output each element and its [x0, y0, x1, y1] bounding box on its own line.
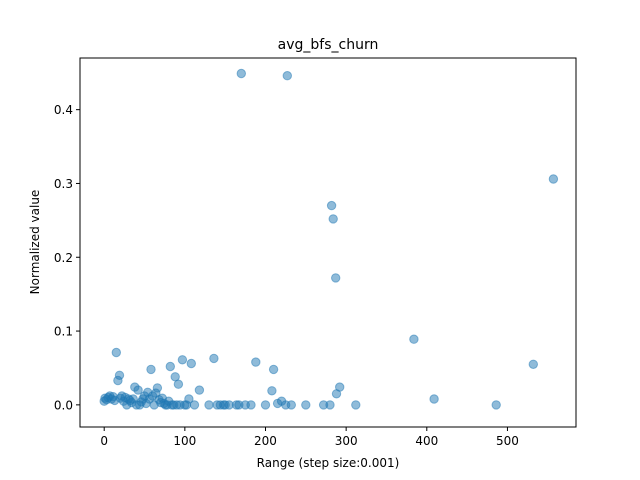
data-point: [236, 68, 247, 79]
plot-frame: [79, 57, 577, 428]
data-point: [114, 370, 125, 380]
data-point: [194, 385, 205, 395]
data-point: [528, 359, 538, 369]
x-tick-label: 200: [254, 434, 277, 448]
data-point: [152, 383, 163, 393]
y-axis-ticks: 0.0 0.1 0.2 0.3 0.4: [54, 103, 80, 412]
x-tick-label: 100: [173, 434, 196, 448]
data-point: [548, 174, 559, 184]
data-point: [186, 358, 197, 369]
data-point: [328, 214, 338, 224]
y-tick-label: 0.0: [54, 398, 73, 412]
data-point: [268, 364, 279, 375]
data-point: [111, 347, 122, 358]
data-point: [429, 394, 439, 404]
data-point: [204, 400, 214, 410]
data-point: [173, 379, 184, 389]
data-point: [189, 400, 200, 410]
data-point: [326, 200, 337, 211]
data-point: [251, 357, 261, 367]
y-axis-label: Normalized value: [28, 190, 42, 295]
x-axis-ticks: 0 100 200 300 400 500: [100, 427, 519, 448]
data-point: [335, 382, 345, 392]
x-tick-label: 0: [100, 434, 108, 448]
y-tick-label: 0.3: [54, 177, 73, 191]
data-point: [409, 334, 419, 344]
data-point: [260, 400, 271, 410]
data-point: [301, 400, 311, 410]
data-point: [209, 353, 219, 364]
data-point: [184, 394, 194, 404]
data-point: [246, 400, 256, 410]
data-point: [491, 400, 501, 410]
y-tick-label: 0.4: [54, 103, 73, 117]
chart-title: avg_bfs_churn: [278, 37, 379, 53]
x-tick-label: 300: [335, 434, 358, 448]
y-tick-label: 0.1: [54, 325, 73, 339]
data-point: [286, 400, 296, 410]
data-point: [325, 400, 335, 410]
data-point: [177, 355, 188, 365]
x-tick-label: 500: [496, 434, 519, 448]
data-point: [267, 386, 277, 396]
data-points: [99, 68, 559, 410]
y-tick-label: 0.2: [54, 251, 73, 265]
x-tick-label: 400: [415, 434, 438, 448]
data-point: [133, 385, 143, 395]
data-point: [165, 361, 176, 372]
data-point: [331, 273, 341, 283]
data-point: [146, 364, 156, 375]
data-point: [282, 71, 292, 81]
data-point: [351, 400, 361, 410]
x-axis-label: Range (step size:0.001): [257, 456, 400, 470]
